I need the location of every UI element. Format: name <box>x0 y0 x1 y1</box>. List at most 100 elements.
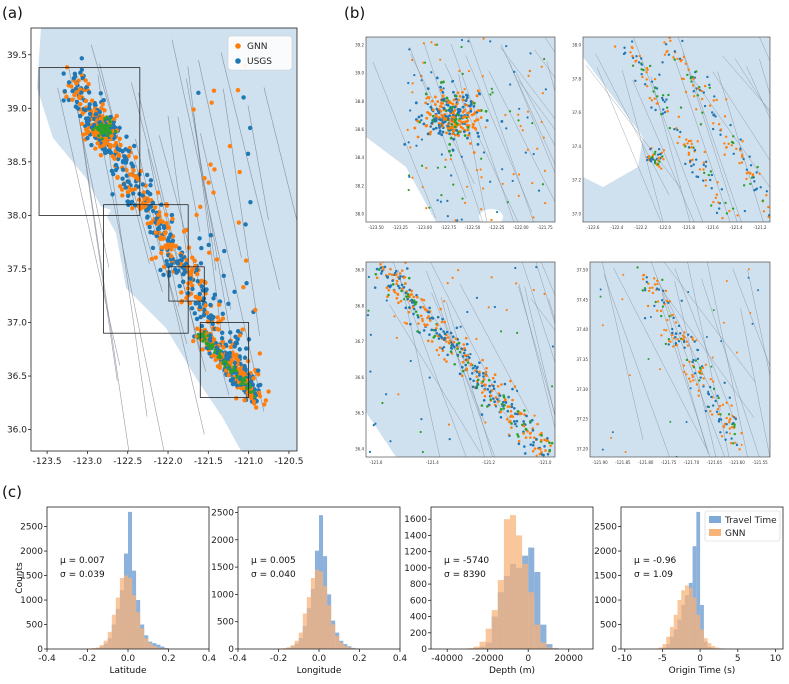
event-point <box>426 323 429 327</box>
event-point <box>95 141 100 146</box>
event-point <box>540 120 543 124</box>
event-point <box>448 122 451 125</box>
event-point <box>735 351 738 354</box>
inset-x-tick-label: -122.50 <box>465 225 481 230</box>
event-point <box>702 168 705 171</box>
event-point <box>453 125 457 129</box>
x-tick-label: -122.5 <box>113 457 142 467</box>
event-point <box>476 378 480 382</box>
event-point <box>731 207 735 210</box>
event-point <box>666 109 669 113</box>
event-point <box>646 158 649 162</box>
event-point <box>484 126 487 129</box>
event-point <box>87 111 93 117</box>
histogram-bar <box>107 631 112 649</box>
fault-line <box>521 262 555 363</box>
event-point <box>506 201 509 204</box>
event-point <box>704 184 708 187</box>
event-point <box>479 116 483 119</box>
station-point <box>221 361 225 365</box>
event-point <box>745 168 749 171</box>
histogram-bar <box>335 635 340 649</box>
inset-content <box>366 262 555 457</box>
event-point <box>244 280 249 286</box>
event-point <box>514 266 517 270</box>
legend-box <box>227 35 293 71</box>
event-point <box>529 443 533 446</box>
event-point <box>149 256 154 262</box>
y-tick-label: 1000 <box>404 564 427 574</box>
event-point <box>255 368 261 373</box>
event-point <box>455 113 459 116</box>
event-point <box>161 272 166 278</box>
event-point <box>411 82 414 85</box>
event-point <box>688 360 691 363</box>
event-point <box>417 115 421 119</box>
event-point <box>476 109 480 112</box>
event-point <box>645 78 648 81</box>
event-point <box>732 442 735 445</box>
event-point <box>723 153 726 156</box>
station-point <box>249 390 253 394</box>
map-frame <box>30 27 298 452</box>
event-point <box>541 92 544 95</box>
event-point <box>452 137 456 141</box>
event-point <box>770 216 772 218</box>
event-point <box>407 141 410 144</box>
event-point <box>698 379 701 382</box>
histogram-bar <box>156 644 161 649</box>
event-point <box>660 96 664 100</box>
event-point <box>506 409 510 413</box>
event-point <box>684 162 687 166</box>
event-point <box>129 187 134 193</box>
station-point <box>248 385 252 389</box>
event-point <box>120 167 126 172</box>
histogram-bar <box>473 646 480 649</box>
event-point <box>195 271 200 277</box>
event-point <box>422 61 425 64</box>
event-point <box>240 327 245 332</box>
event-point <box>221 273 226 278</box>
event-point <box>482 399 486 402</box>
event-point <box>120 193 125 198</box>
event-point <box>450 115 454 119</box>
event-point <box>118 142 123 148</box>
event-point <box>715 98 718 102</box>
event-point <box>640 63 644 66</box>
event-point <box>475 337 478 341</box>
event-point <box>502 407 506 410</box>
event-point <box>664 289 668 293</box>
event-point <box>453 362 457 366</box>
event-point <box>515 389 519 392</box>
y-tick-label: 600 <box>410 596 427 606</box>
fault-line <box>603 274 670 457</box>
event-point <box>194 212 199 218</box>
event-point <box>655 287 659 290</box>
event-point <box>202 176 207 181</box>
fault-line <box>722 55 770 111</box>
x-tick-label: 0.2 <box>161 654 175 664</box>
event-point <box>452 90 455 94</box>
event-point <box>466 128 470 132</box>
x-tick-label: -10 <box>617 654 632 664</box>
event-point <box>484 109 488 113</box>
event-point <box>433 95 437 99</box>
histogram-bar <box>696 511 701 649</box>
event-point <box>227 143 233 149</box>
event-point <box>165 225 170 231</box>
histogram-bar <box>128 578 133 649</box>
event-point <box>476 131 480 135</box>
event-point <box>441 349 445 352</box>
event-point <box>634 31 636 33</box>
event-point <box>253 307 258 313</box>
stat-sigma: σ = 0.039 <box>60 570 105 580</box>
event-point <box>656 300 660 303</box>
event-point <box>690 80 693 83</box>
event-point <box>426 103 429 106</box>
event-point <box>706 392 710 395</box>
event-point <box>708 86 711 90</box>
event-point <box>501 182 504 186</box>
event-point <box>430 328 434 332</box>
histogram-bar <box>314 569 319 649</box>
histogram-bar <box>666 636 670 649</box>
